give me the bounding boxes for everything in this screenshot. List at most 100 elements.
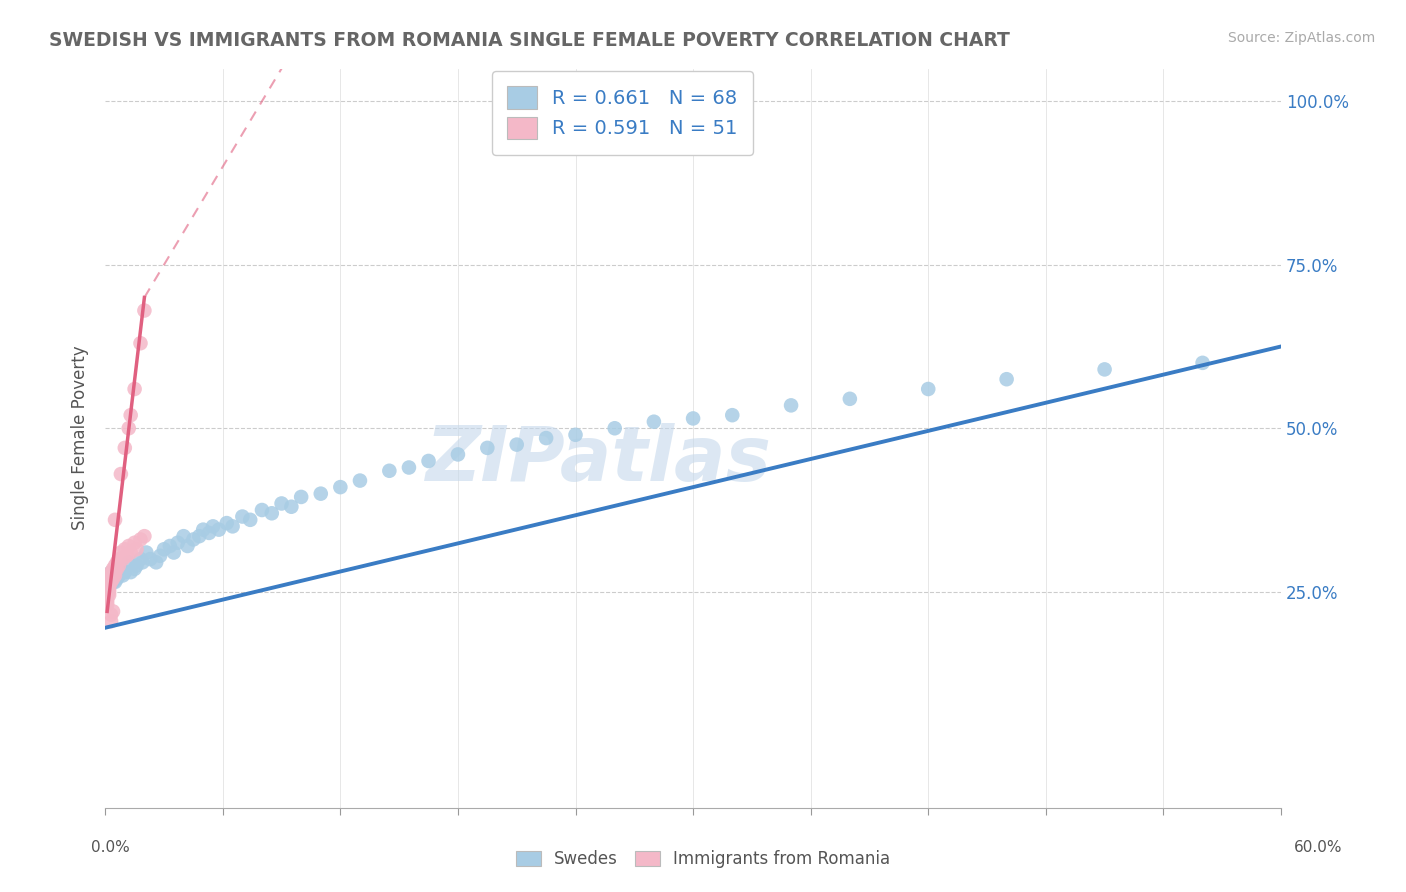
Text: 60.0%: 60.0% — [1295, 840, 1343, 855]
Point — [131, 555, 153, 569]
Text: 0.0%: 0.0% — [91, 840, 131, 855]
Point — [108, 568, 131, 582]
Point — [98, 572, 121, 586]
Point — [134, 303, 156, 318]
Point — [104, 558, 127, 573]
Point — [98, 578, 121, 592]
Point — [108, 565, 131, 579]
Point — [477, 441, 499, 455]
Point — [96, 578, 118, 592]
Point — [104, 574, 127, 589]
Point — [101, 574, 124, 589]
Point — [96, 588, 118, 602]
Point — [124, 535, 146, 549]
Point — [105, 562, 128, 576]
Point — [603, 421, 626, 435]
Point — [149, 549, 172, 563]
Point — [98, 582, 121, 596]
Point — [120, 545, 142, 559]
Point — [129, 533, 152, 547]
Point — [280, 500, 302, 514]
Point — [125, 558, 148, 573]
Point — [1094, 362, 1116, 376]
Point — [176, 539, 198, 553]
Point — [193, 523, 215, 537]
Point — [135, 545, 157, 559]
Point — [643, 415, 665, 429]
Point — [114, 441, 136, 455]
Point — [780, 398, 803, 412]
Point — [100, 565, 122, 579]
Point — [101, 562, 124, 576]
Point — [101, 568, 124, 582]
Point — [129, 336, 152, 351]
Point — [105, 568, 128, 582]
Point — [100, 607, 122, 622]
Point — [100, 574, 122, 589]
Point — [96, 574, 118, 589]
Point — [118, 421, 141, 435]
Point — [101, 568, 124, 582]
Point — [124, 382, 146, 396]
Point — [105, 572, 128, 586]
Point — [260, 506, 283, 520]
Point — [100, 614, 122, 628]
Point — [98, 574, 121, 589]
Point — [134, 529, 156, 543]
Point — [100, 572, 122, 586]
Point — [96, 582, 118, 596]
Point — [104, 565, 127, 579]
Point — [188, 529, 211, 543]
Point — [349, 474, 371, 488]
Point — [96, 591, 118, 606]
Point — [1191, 356, 1213, 370]
Point — [96, 584, 118, 599]
Point — [124, 562, 146, 576]
Point — [110, 545, 132, 559]
Point — [418, 454, 440, 468]
Point — [111, 568, 134, 582]
Point — [215, 516, 238, 530]
Y-axis label: Single Female Poverty: Single Female Poverty — [72, 346, 89, 531]
Point — [115, 549, 138, 563]
Point — [98, 568, 121, 582]
Point — [564, 427, 586, 442]
Point — [108, 558, 131, 573]
Point — [208, 523, 231, 537]
Point — [378, 464, 401, 478]
Point — [96, 572, 118, 586]
Point — [98, 578, 121, 592]
Point — [125, 542, 148, 557]
Point — [129, 552, 152, 566]
Point — [447, 447, 470, 461]
Point — [98, 584, 121, 599]
Point — [101, 572, 124, 586]
Point — [100, 572, 122, 586]
Point — [329, 480, 352, 494]
Text: Source: ZipAtlas.com: Source: ZipAtlas.com — [1227, 31, 1375, 45]
Point — [120, 565, 142, 579]
Legend: Swedes, Immigrants from Romania: Swedes, Immigrants from Romania — [509, 844, 897, 875]
Point — [111, 552, 134, 566]
Point — [108, 552, 131, 566]
Point — [114, 565, 136, 579]
Point — [101, 604, 124, 618]
Point — [290, 490, 312, 504]
Point — [159, 539, 181, 553]
Point — [153, 542, 176, 557]
Point — [398, 460, 420, 475]
Point — [534, 431, 557, 445]
Point — [100, 565, 122, 579]
Point — [118, 539, 141, 553]
Point — [96, 572, 118, 586]
Point — [98, 574, 121, 589]
Point — [139, 552, 162, 566]
Point — [682, 411, 704, 425]
Point — [145, 555, 167, 569]
Point — [105, 555, 128, 569]
Point — [118, 555, 141, 569]
Point — [104, 572, 127, 586]
Point — [995, 372, 1018, 386]
Point — [173, 529, 195, 543]
Legend: R = 0.661   N = 68, R = 0.591   N = 51: R = 0.661 N = 68, R = 0.591 N = 51 — [492, 70, 754, 154]
